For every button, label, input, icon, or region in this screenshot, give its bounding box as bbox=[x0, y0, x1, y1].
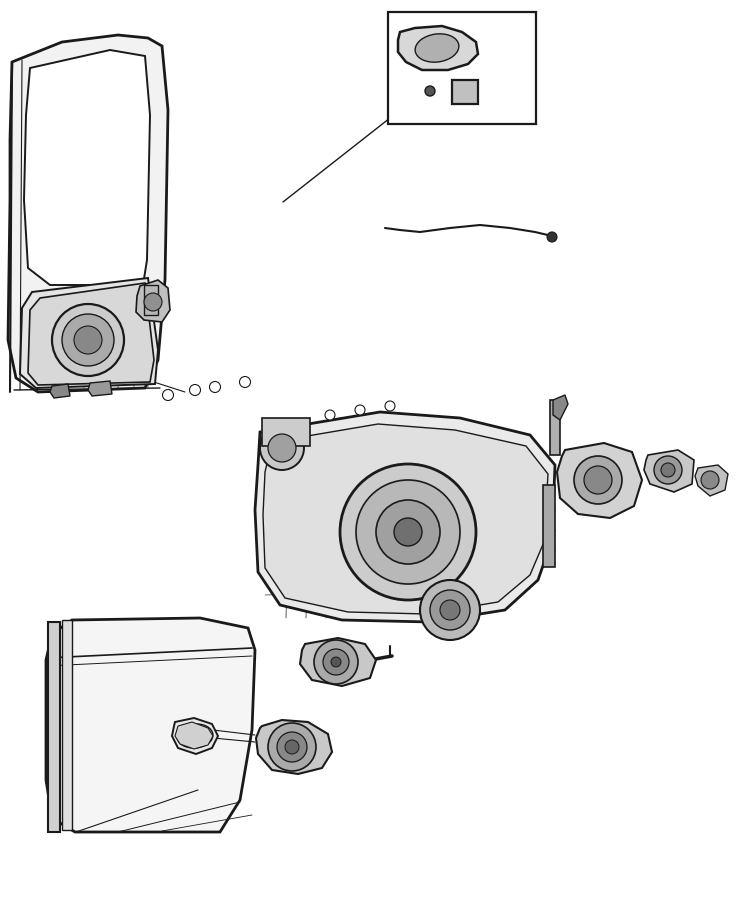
Circle shape bbox=[385, 401, 395, 411]
Circle shape bbox=[654, 456, 682, 484]
Bar bbox=[62, 620, 72, 830]
Bar bbox=[388, 12, 536, 124]
Circle shape bbox=[62, 314, 114, 366]
Bar bbox=[144, 285, 158, 315]
Polygon shape bbox=[255, 412, 555, 622]
Circle shape bbox=[425, 86, 435, 96]
Bar bbox=[550, 400, 560, 455]
Polygon shape bbox=[8, 35, 168, 392]
Bar bbox=[262, 418, 310, 446]
Circle shape bbox=[190, 384, 201, 395]
Circle shape bbox=[574, 456, 622, 504]
Circle shape bbox=[701, 471, 719, 489]
Polygon shape bbox=[695, 465, 728, 496]
Circle shape bbox=[420, 580, 480, 640]
Polygon shape bbox=[24, 50, 150, 285]
Polygon shape bbox=[46, 618, 255, 832]
Circle shape bbox=[584, 466, 612, 494]
Circle shape bbox=[74, 326, 102, 354]
Ellipse shape bbox=[415, 34, 459, 62]
Circle shape bbox=[277, 732, 307, 762]
Circle shape bbox=[239, 376, 250, 388]
Bar bbox=[48, 622, 60, 832]
Circle shape bbox=[394, 518, 422, 546]
Circle shape bbox=[268, 723, 316, 771]
Circle shape bbox=[314, 640, 358, 684]
Circle shape bbox=[260, 426, 304, 470]
Polygon shape bbox=[136, 280, 170, 322]
Circle shape bbox=[162, 390, 173, 400]
Circle shape bbox=[210, 382, 221, 392]
Polygon shape bbox=[172, 718, 218, 754]
Bar bbox=[543, 485, 555, 567]
Polygon shape bbox=[644, 450, 694, 492]
Circle shape bbox=[340, 464, 476, 600]
Circle shape bbox=[430, 590, 470, 630]
Circle shape bbox=[268, 434, 296, 462]
Circle shape bbox=[323, 649, 349, 675]
Circle shape bbox=[331, 657, 341, 667]
Circle shape bbox=[440, 600, 460, 620]
Polygon shape bbox=[28, 283, 154, 385]
Polygon shape bbox=[553, 395, 568, 420]
Circle shape bbox=[325, 410, 335, 420]
Ellipse shape bbox=[177, 724, 213, 748]
Circle shape bbox=[376, 500, 440, 564]
Polygon shape bbox=[300, 638, 376, 686]
Circle shape bbox=[52, 304, 124, 376]
Circle shape bbox=[285, 740, 299, 754]
Circle shape bbox=[144, 293, 162, 311]
Polygon shape bbox=[20, 278, 158, 388]
Polygon shape bbox=[88, 381, 112, 396]
Polygon shape bbox=[50, 384, 70, 398]
Bar bbox=[452, 80, 478, 104]
Polygon shape bbox=[256, 720, 332, 774]
Circle shape bbox=[547, 232, 557, 242]
Polygon shape bbox=[398, 26, 478, 70]
Circle shape bbox=[356, 480, 460, 584]
Polygon shape bbox=[175, 722, 213, 749]
Polygon shape bbox=[557, 443, 642, 518]
Polygon shape bbox=[263, 424, 548, 614]
Circle shape bbox=[355, 405, 365, 415]
Circle shape bbox=[661, 463, 675, 477]
